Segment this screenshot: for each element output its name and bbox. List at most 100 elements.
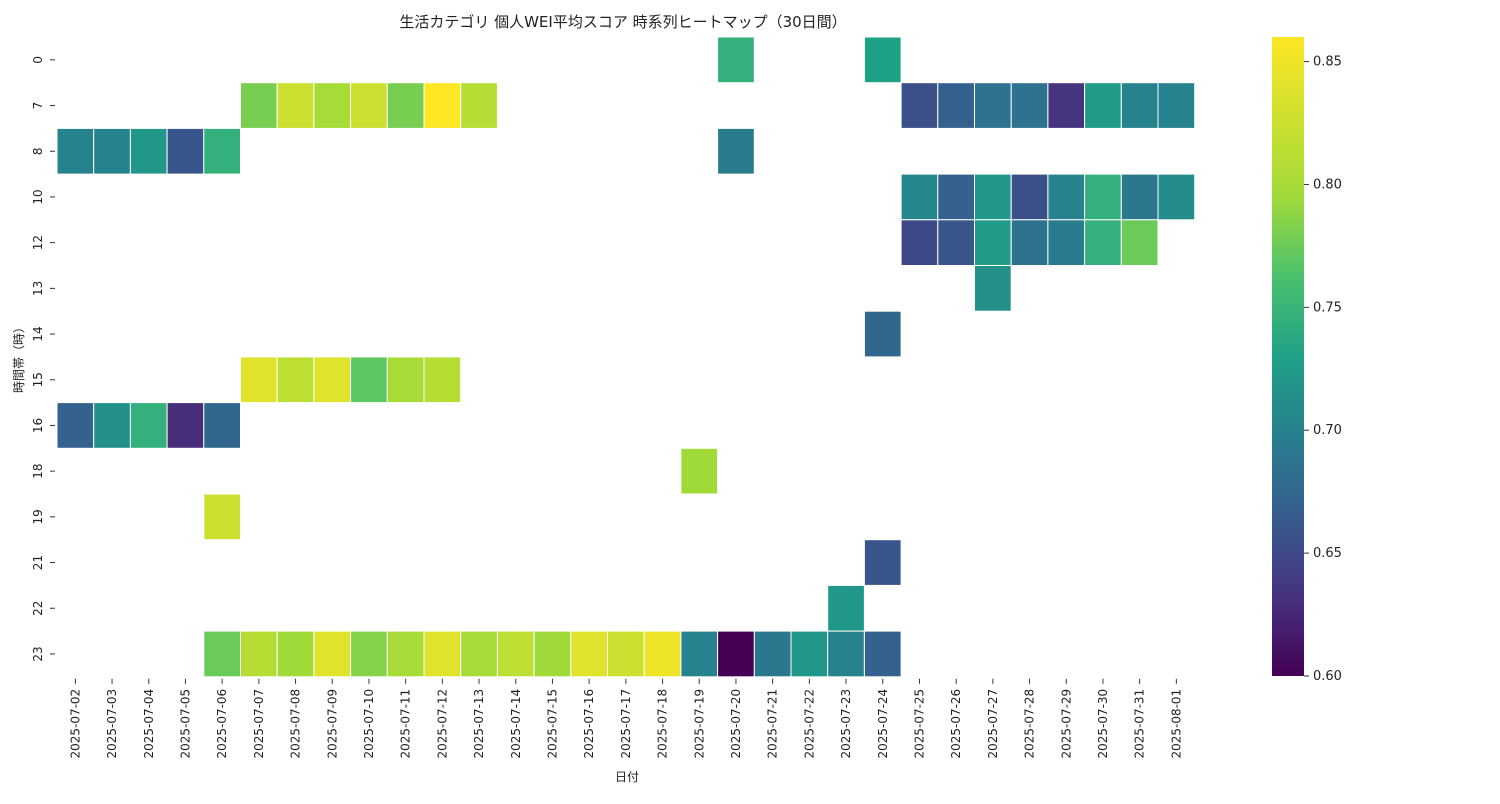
heatmap-cell <box>1157 82 1196 129</box>
x-tick-label: 2025-07-08 <box>289 689 303 759</box>
heatmap-cell <box>937 219 975 267</box>
x-tick-label: 2025-07-07 <box>252 689 266 759</box>
heatmap-cell <box>680 447 719 495</box>
colorbar-tick-label: 0.80 <box>1313 177 1342 192</box>
x-tick-label: 2025-07-12 <box>435 689 449 759</box>
heatmap-cell <box>1157 173 1196 221</box>
heatmap-cell <box>423 82 462 129</box>
heatmap-cell <box>1047 82 1086 129</box>
x-tick-label: 2025-07-04 <box>142 689 156 759</box>
heatmap-cell <box>717 36 755 84</box>
heatmap-cell <box>93 127 131 175</box>
heatmap-cell <box>240 630 278 678</box>
y-tick-label: 15 <box>31 372 45 387</box>
heatmap-cell <box>350 82 388 129</box>
colorbar-tick-label: 0.85 <box>1313 55 1342 70</box>
y-tick-label: 14 <box>31 326 45 341</box>
colorbar-tick-label: 0.75 <box>1313 300 1342 315</box>
x-axis-label: 日付 <box>615 770 639 784</box>
heatmap-cell <box>974 82 1012 129</box>
heatmap-cell <box>900 82 939 129</box>
heatmap-cell <box>974 265 1012 312</box>
y-tick-label: 18 <box>31 464 45 479</box>
heatmap-cell <box>863 539 902 586</box>
x-tick-label: 2025-07-03 <box>105 689 119 759</box>
colorbar-tick-label: 0.65 <box>1313 546 1342 561</box>
heatmap-cell <box>863 36 902 84</box>
heatmap-cell <box>129 402 168 449</box>
y-tick-label: 21 <box>31 555 45 570</box>
heatmap-cell <box>1010 173 1049 221</box>
colorbar <box>1272 37 1304 676</box>
heatmap-cell <box>313 630 352 678</box>
x-tick-label: 2025-07-14 <box>509 689 523 759</box>
y-tick-label: 23 <box>31 646 45 661</box>
heatmap-cell <box>974 173 1012 221</box>
x-tick-label: 2025-07-21 <box>766 689 780 759</box>
x-tick-label: 2025-07-15 <box>545 689 559 759</box>
colorbar-ticks: 0.60 0.65 0.70 0.75 0.80 0.85 <box>1304 55 1342 684</box>
heatmap-cell <box>1047 219 1086 267</box>
x-tick-label: 2025-07-19 <box>692 689 706 759</box>
heatmap-cell <box>937 82 975 129</box>
x-tick-label: 2025-07-29 <box>1059 689 1073 759</box>
x-tick-label: 2025-07-16 <box>582 689 596 759</box>
x-tick-label: 2025-07-11 <box>399 689 413 759</box>
heatmap-cell <box>827 630 865 678</box>
heatmap-cell <box>827 584 865 632</box>
heatmap-cell <box>1120 82 1159 129</box>
heatmap-cell <box>1010 219 1049 267</box>
heatmap-cell <box>56 402 95 449</box>
heatmap-cell <box>460 82 498 129</box>
x-tick-label: 2025-08-01 <box>1169 689 1183 759</box>
y-tick-label: 0 <box>31 56 45 64</box>
heatmap-cell <box>1120 173 1159 221</box>
x-tick-label: 2025-07-24 <box>876 689 890 759</box>
x-tick-label: 2025-07-30 <box>1096 689 1110 759</box>
x-tick-label: 2025-07-22 <box>802 689 816 759</box>
heatmap-cell <box>203 127 242 175</box>
heatmap-cell <box>937 173 975 221</box>
y-tick-label: 12 <box>31 235 45 250</box>
x-tick-label: 2025-07-31 <box>1133 689 1147 759</box>
heatmap-cell <box>643 630 682 678</box>
heatmap-cell <box>1084 173 1122 221</box>
heatmap-cell <box>350 630 388 678</box>
heatmap-cell <box>166 127 205 175</box>
y-tick-label: 22 <box>31 601 45 616</box>
heatmap-cell <box>423 356 462 404</box>
heatmap-cell <box>56 127 95 175</box>
x-tick-label: 2025-07-06 <box>215 689 229 759</box>
chart-title: 生活カテゴリ 個人WEI平均スコア 時系列ヒートマップ（30日間） <box>399 13 846 31</box>
heatmap-cell <box>496 630 535 678</box>
heatmap-cell <box>313 82 352 129</box>
heatmap-cell <box>570 630 608 678</box>
x-tick-label: 2025-07-18 <box>656 689 670 759</box>
x-tick-label: 2025-07-17 <box>619 689 633 759</box>
y-tick-label: 8 <box>31 147 45 155</box>
heatmap-cell <box>717 127 755 175</box>
x-tick-label: 2025-07-05 <box>178 689 192 759</box>
heatmap-cell <box>386 356 425 404</box>
x-tick-label: 2025-07-10 <box>362 689 376 759</box>
colorbar-tick-label: 0.70 <box>1313 423 1342 438</box>
heatmap-cell <box>753 630 792 678</box>
y-tick-label: 13 <box>31 281 45 296</box>
heatmap-cell <box>974 219 1012 267</box>
heatmap-cell <box>900 219 939 267</box>
x-tick-label: 2025-07-23 <box>839 689 853 759</box>
x-tick-label: 2025-07-27 <box>986 689 1000 759</box>
y-axis-ticks: 0 7 8 10 12 13 14 15 16 18 19 21 22 23 <box>31 56 55 662</box>
heatmap-cell <box>863 630 902 678</box>
heatmap-cell <box>1010 82 1049 129</box>
heatmap-cell <box>790 630 829 678</box>
heatmap-cell <box>276 356 315 404</box>
x-tick-label: 2025-07-28 <box>1023 689 1037 759</box>
colorbar-tick-label: 0.60 <box>1313 669 1342 684</box>
x-tick-label: 2025-07-09 <box>325 689 339 759</box>
heatmap-cell <box>276 82 315 129</box>
y-tick-label: 19 <box>31 509 45 524</box>
x-tick-label: 2025-07-02 <box>68 689 82 759</box>
y-tick-label: 7 <box>31 102 45 110</box>
